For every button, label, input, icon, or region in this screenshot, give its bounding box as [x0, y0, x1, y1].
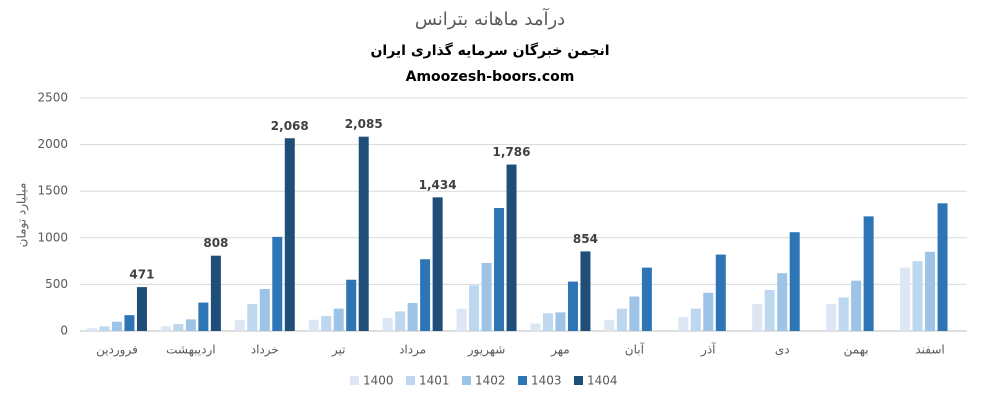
x-tick-label: آبان: [625, 342, 645, 357]
bar: [838, 297, 849, 331]
bar: [506, 164, 517, 331]
bar: [308, 319, 319, 331]
chart-subtitle: انجمن خبرگان سرمایه گذاری ایران: [370, 42, 609, 59]
legend-label: 1403: [531, 374, 562, 388]
bar: [777, 273, 788, 331]
chart-title: درآمد ماهانه بترانس: [415, 7, 565, 30]
bar: [358, 136, 369, 331]
bar: [185, 319, 196, 331]
legend-swatch: [406, 376, 415, 385]
x-tick-label: فروردین: [96, 343, 138, 358]
bar: [234, 319, 245, 331]
bar: [580, 251, 591, 331]
bar: [432, 197, 443, 331]
chart-subtitle: Amoozesh-boors.com: [406, 69, 575, 85]
bar: [912, 261, 923, 331]
bar: [629, 296, 640, 331]
x-tick-label: تیر: [331, 343, 346, 358]
bar: [99, 326, 110, 331]
bar: [494, 207, 505, 331]
x-tick-label: اردیبهشت: [166, 343, 215, 358]
data-label: 2,085: [345, 117, 383, 131]
x-tick-label: بهمن: [844, 343, 869, 358]
data-label: 1,786: [493, 145, 531, 159]
legend-label: 1401: [419, 374, 450, 388]
legend-swatch: [518, 376, 527, 385]
bar: [616, 308, 627, 331]
bar: [715, 254, 726, 331]
bar: [210, 255, 221, 331]
x-tick-label: اسفند: [915, 343, 944, 357]
bar: [604, 319, 615, 331]
legend-swatch: [462, 376, 471, 385]
bar: [481, 262, 492, 331]
y-tick-label: 2500: [37, 91, 68, 105]
bar: [247, 303, 258, 331]
bar: [900, 267, 911, 331]
y-tick-label: 1500: [37, 184, 68, 198]
data-label: 2,068: [271, 119, 309, 133]
bar: [333, 308, 344, 331]
bar: [173, 324, 184, 331]
bar: [641, 267, 652, 331]
bar: [420, 259, 431, 331]
x-tick-label: خرداد: [251, 343, 279, 358]
bar: [469, 285, 480, 331]
bar: [160, 326, 171, 331]
bar: [111, 321, 122, 331]
x-tick-label: شهریور: [467, 343, 506, 358]
bar: [851, 280, 862, 331]
bar: [272, 236, 283, 331]
data-label: 1,434: [419, 178, 457, 192]
bar: [530, 323, 541, 331]
bar: [198, 302, 209, 331]
bar: [703, 292, 714, 331]
bar: [395, 311, 406, 331]
bar: [826, 303, 837, 331]
legend-label: 1400: [363, 374, 394, 388]
bar: [456, 308, 467, 331]
bar: [764, 289, 775, 331]
y-tick-label: 0: [60, 324, 68, 338]
bar: [86, 328, 97, 331]
y-tick-label: 1000: [37, 230, 68, 244]
data-label: 808: [203, 236, 228, 250]
y-tick-label: 500: [45, 277, 68, 291]
bar: [937, 203, 948, 331]
bar: [382, 317, 393, 331]
bar: [124, 315, 135, 331]
bar: [678, 317, 689, 331]
bar: [136, 287, 147, 331]
bar: [542, 313, 553, 331]
legend-swatch: [350, 376, 359, 385]
x-tick-label: دی: [775, 343, 790, 357]
bar: [690, 308, 701, 331]
legend-label: 1402: [475, 374, 506, 388]
bar: [407, 303, 418, 331]
bar: [567, 281, 578, 331]
bar: [789, 232, 800, 331]
y-tick-label: 2000: [37, 137, 68, 151]
legend-swatch: [574, 376, 583, 385]
bar: [259, 289, 270, 331]
data-label: 471: [129, 268, 154, 282]
y-axis-label: میلیارد تومان: [15, 183, 30, 248]
bar: [752, 303, 763, 331]
bar: [925, 251, 936, 331]
x-tick-label: مهر: [550, 343, 570, 358]
bar: [346, 279, 357, 331]
x-tick-label: آذر: [700, 342, 716, 358]
bar: [284, 138, 295, 331]
bar: [555, 312, 566, 331]
bar: [321, 316, 332, 331]
legend-label: 1404: [587, 374, 618, 388]
bar: [863, 216, 874, 331]
data-label: 854: [573, 232, 598, 246]
x-tick-label: مرداد: [399, 343, 426, 358]
